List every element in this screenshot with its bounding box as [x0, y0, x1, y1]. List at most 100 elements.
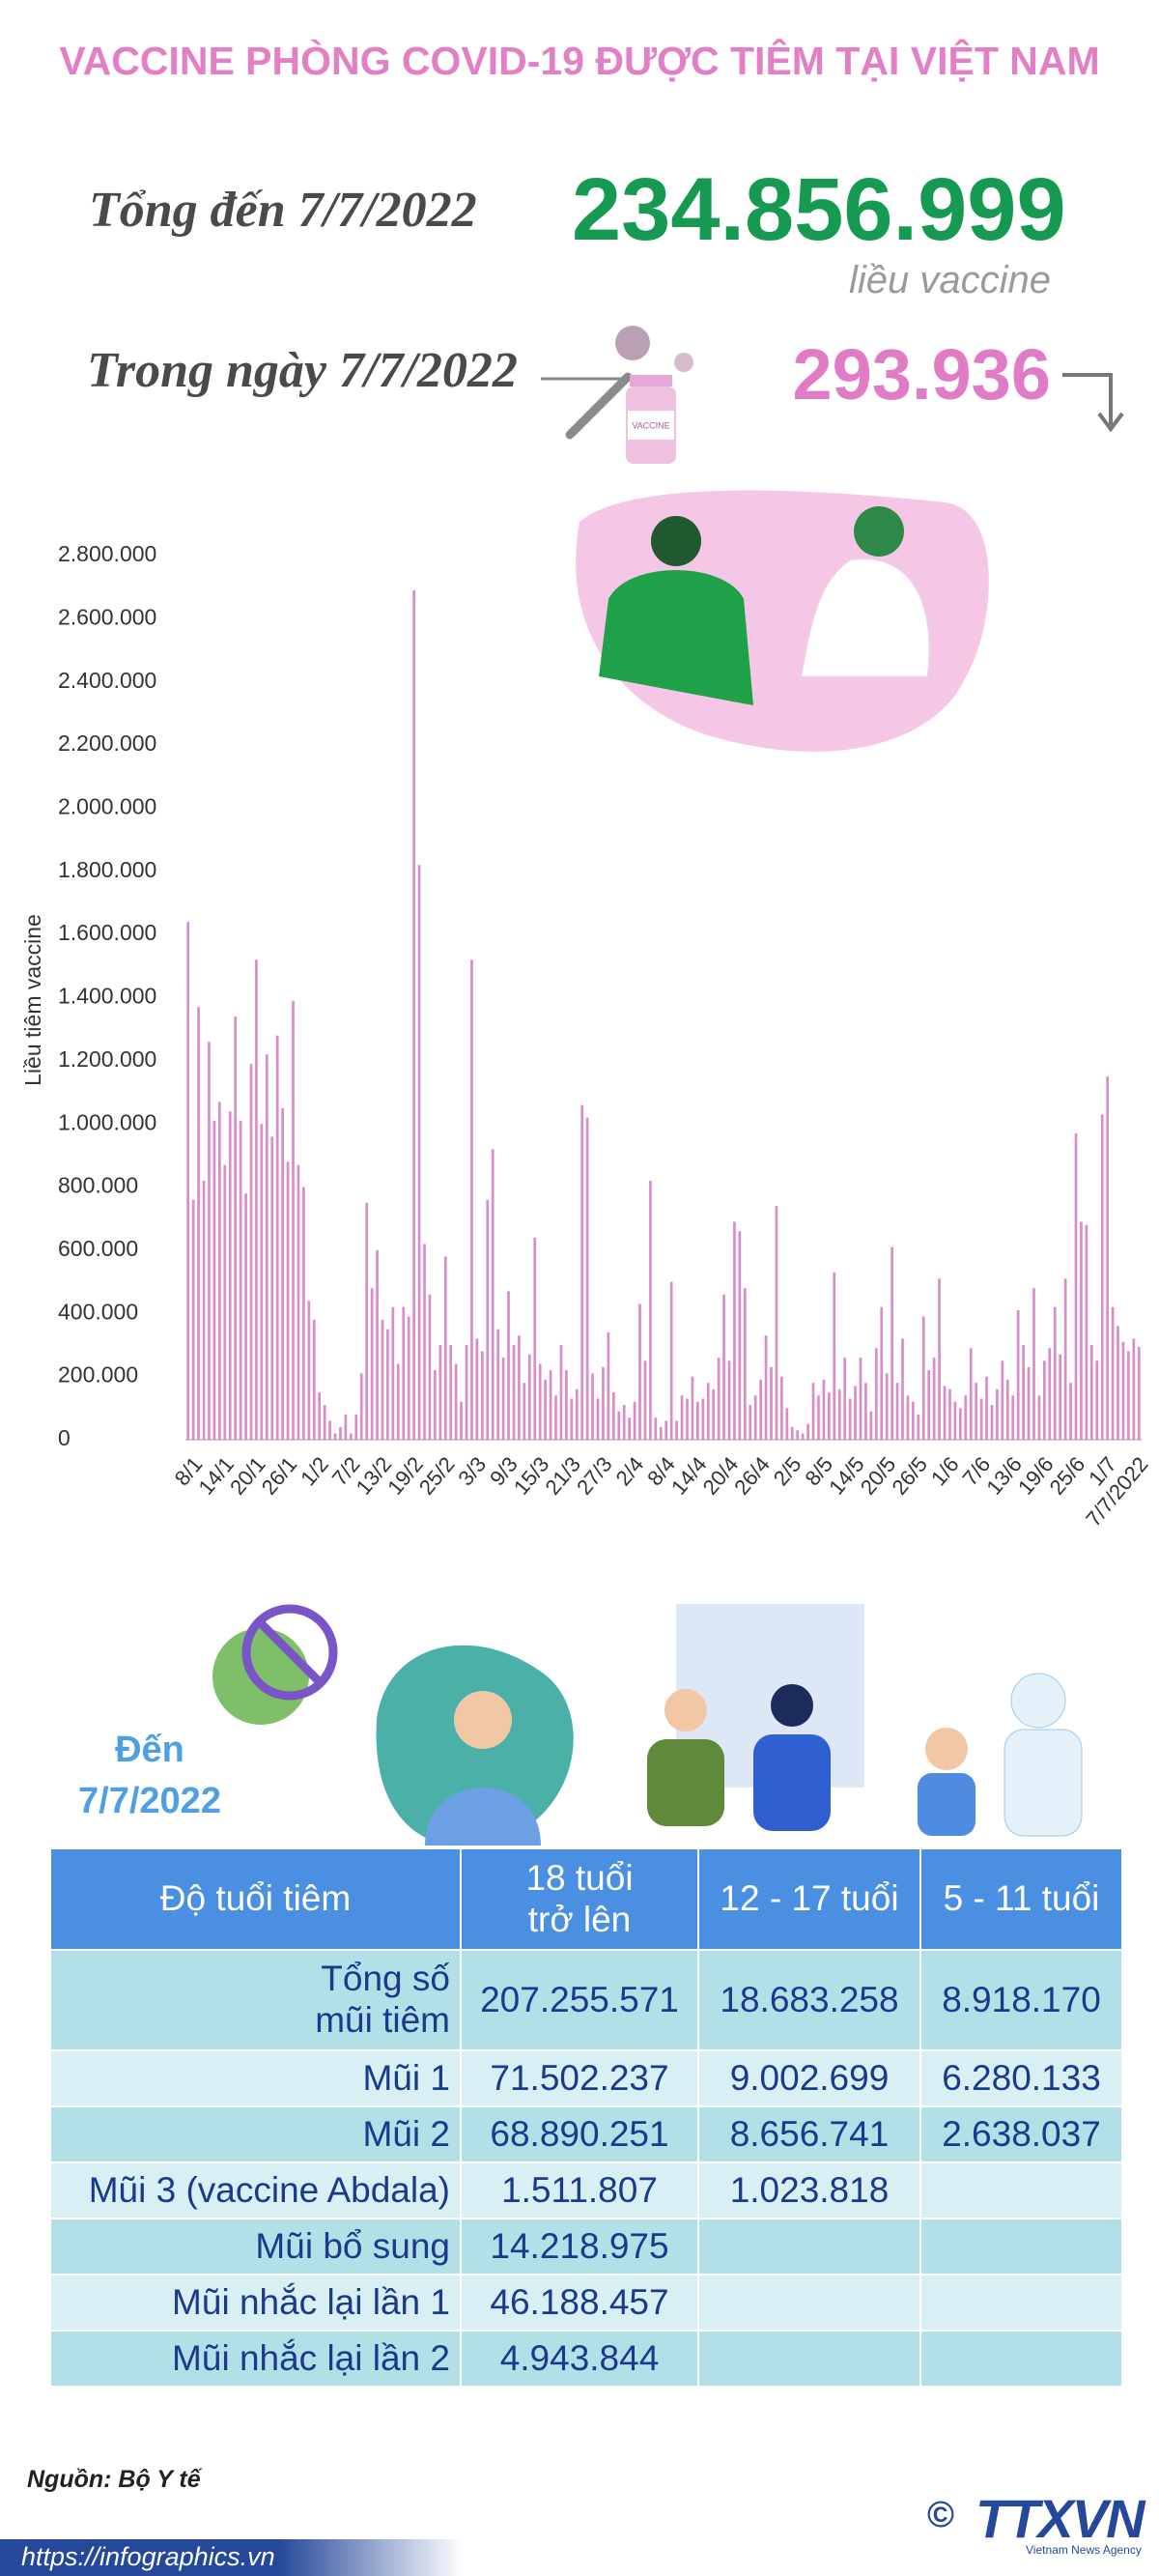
bar: [701, 1398, 705, 1440]
bar: [396, 1363, 400, 1440]
bar: [223, 1164, 227, 1440]
bar: [611, 1391, 615, 1440]
syringe: [565, 372, 633, 440]
bar: [643, 1360, 647, 1440]
bar: [827, 1391, 831, 1440]
bar: [1080, 1221, 1083, 1440]
bar: [885, 1373, 889, 1440]
bar: [559, 1344, 563, 1440]
bar: [580, 1104, 584, 1440]
cell: 207.255.571: [460, 1949, 699, 2051]
bar: [712, 1388, 716, 1440]
table-row: Mũi nhắc lại lần 1 46.188.457: [49, 2274, 1123, 2332]
vial-label-bg: [628, 411, 674, 440]
bar: [186, 922, 190, 1440]
copyright: ©: [927, 2495, 954, 2535]
bar: [979, 1398, 983, 1440]
bar: [339, 1426, 342, 1440]
bar: [1132, 1338, 1136, 1440]
bar: [527, 1354, 531, 1440]
bar: [664, 1420, 668, 1440]
bar: [953, 1401, 957, 1440]
bar: [607, 1331, 610, 1440]
bar: [806, 1423, 809, 1440]
bar: [833, 1272, 836, 1440]
x-tick-label: 3/3: [453, 1452, 491, 1491]
bar: [265, 1054, 269, 1440]
bar: [727, 1360, 731, 1440]
bar: [239, 1120, 242, 1440]
cell: 46.188.457: [460, 2274, 699, 2332]
bar: [669, 1281, 673, 1440]
bar: [602, 1366, 605, 1440]
url[interactable]: https://infographics.vn: [21, 2542, 275, 2571]
x-tick-label: 2/4: [611, 1452, 649, 1491]
arrow: [1062, 373, 1113, 425]
cell: 68.890.251: [460, 2105, 699, 2163]
bar: [575, 1388, 579, 1440]
bar: [921, 1316, 925, 1440]
source: Nguồn: Bộ Y tế: [27, 2466, 201, 2493]
bar: [407, 1316, 410, 1440]
bar: [691, 1376, 694, 1440]
bar: [307, 1301, 311, 1440]
bar: [218, 1102, 221, 1440]
bar: [649, 1181, 652, 1440]
bar: [686, 1398, 689, 1440]
bar: [996, 1388, 999, 1440]
bar: [1069, 1383, 1072, 1440]
bar: [975, 1383, 978, 1440]
bar: [1011, 1395, 1015, 1440]
y-tick-label: 2.200.000: [58, 730, 156, 756]
row-label: Mũi 3 (vaccine Abdala): [49, 2161, 462, 2219]
cell: 8.918.170: [919, 1949, 1123, 2051]
doctor-body: [1004, 1729, 1083, 1837]
vial-label: VACCINE: [632, 420, 669, 430]
bar: [864, 1383, 867, 1440]
table-row: Mũi nhắc lại lần 2 4.943.844: [49, 2330, 1123, 2388]
bar: [859, 1358, 862, 1440]
x-tick-label: 26/1: [257, 1452, 302, 1500]
bar: [523, 1383, 526, 1440]
table-row: Mũi 2 68.890.251 8.656.741 2.638.037: [49, 2105, 1123, 2163]
bar: [533, 1237, 537, 1440]
bar: [1001, 1360, 1004, 1440]
bar: [228, 1111, 232, 1440]
bar: [402, 1306, 406, 1440]
bar: [749, 1405, 752, 1440]
bar: [1106, 1076, 1109, 1440]
bar: [790, 1426, 794, 1440]
bar: [1059, 1354, 1062, 1440]
table-row: Mũi 1 71.502.237 9.002.699 6.280.133: [49, 2049, 1123, 2107]
bar: [753, 1395, 757, 1440]
bar: [538, 1363, 542, 1440]
y-tick-label: 2.600.000: [58, 604, 156, 629]
x-tick-label: 25/6: [1045, 1452, 1090, 1500]
total-unit: liều vaccine: [848, 259, 1051, 301]
bar: [901, 1338, 904, 1440]
illustrations-bottom: [212, 1604, 1083, 1846]
row-label: Mũi nhắc lại lần 1: [49, 2274, 462, 2332]
bar: [486, 1199, 490, 1440]
bar: [675, 1420, 678, 1440]
bar: [570, 1398, 574, 1440]
no-sign: [257, 1619, 323, 1685]
cell: [919, 2274, 1123, 2332]
bar: [244, 1193, 247, 1440]
date-label: Đến 7/7/2022: [78, 1730, 221, 1822]
bar: [191, 1199, 195, 1440]
bar: [1085, 1224, 1088, 1440]
x-tick-label: 27/3: [572, 1452, 617, 1500]
bar: [759, 1379, 762, 1440]
bar: [943, 1386, 947, 1440]
bar: [854, 1386, 857, 1440]
bar: [297, 1164, 300, 1440]
x-tick-label: 26/5: [887, 1452, 932, 1500]
bar: [801, 1433, 805, 1440]
man-body: [599, 570, 753, 705]
decor-top: VACCINE: [541, 326, 1124, 464]
bar: [1022, 1344, 1025, 1440]
bar: [370, 1288, 374, 1440]
bar: [470, 959, 473, 1440]
